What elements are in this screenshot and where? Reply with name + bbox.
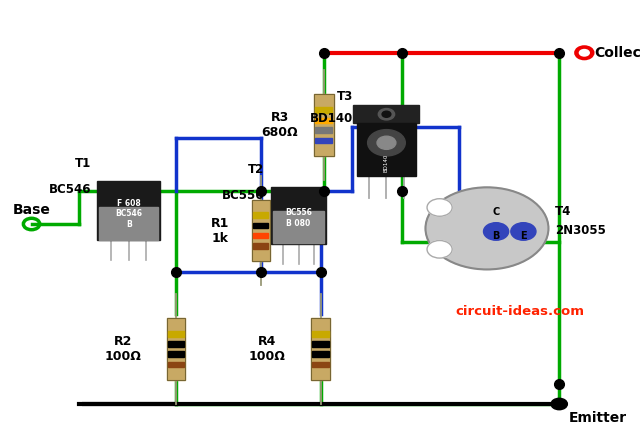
Circle shape: [382, 111, 391, 117]
Circle shape: [579, 49, 590, 57]
Bar: [315, 138, 333, 143]
Bar: [99, 207, 158, 240]
Bar: [168, 341, 184, 347]
Bar: [313, 95, 334, 156]
Text: T2: T2: [248, 163, 265, 176]
Bar: [273, 211, 324, 243]
Circle shape: [427, 199, 452, 216]
Text: T3: T3: [337, 90, 353, 103]
Text: R3
680Ω: R3 680Ω: [262, 111, 298, 139]
Circle shape: [483, 223, 509, 240]
Bar: [315, 107, 333, 112]
Text: 2N3055: 2N3055: [555, 224, 606, 237]
Circle shape: [377, 136, 396, 149]
Text: C: C: [492, 207, 500, 217]
Text: Base: Base: [13, 203, 51, 217]
Text: circuit-ideas.com: circuit-ideas.com: [456, 305, 585, 319]
Circle shape: [427, 241, 452, 258]
Ellipse shape: [426, 187, 549, 269]
Bar: [253, 243, 269, 249]
Text: R4
100Ω: R4 100Ω: [249, 335, 285, 363]
Bar: [253, 223, 269, 228]
Text: BC556
B 080: BC556 B 080: [285, 208, 312, 228]
Text: BD140: BD140: [384, 153, 389, 172]
Bar: [253, 233, 269, 238]
Bar: [271, 187, 326, 244]
Bar: [97, 181, 160, 241]
Text: T1: T1: [75, 157, 91, 170]
Text: BC556: BC556: [222, 189, 265, 202]
Text: F 608
BC546
B: F 608 BC546 B: [115, 199, 142, 228]
Circle shape: [368, 129, 405, 156]
Bar: [168, 331, 184, 336]
Text: E: E: [520, 231, 527, 241]
Bar: [312, 341, 329, 347]
Bar: [313, 95, 334, 156]
Bar: [252, 200, 270, 261]
Bar: [356, 123, 416, 176]
Text: BD140: BD140: [310, 112, 353, 125]
Text: R2
100Ω: R2 100Ω: [104, 335, 141, 363]
Bar: [168, 362, 184, 367]
Circle shape: [576, 47, 593, 59]
Bar: [167, 319, 185, 380]
Bar: [311, 319, 330, 380]
Bar: [312, 351, 329, 357]
Circle shape: [551, 398, 567, 410]
Text: B: B: [492, 231, 500, 241]
Bar: [167, 319, 185, 380]
Text: BC546: BC546: [49, 183, 91, 196]
Bar: [168, 351, 184, 357]
Text: T4: T4: [555, 206, 572, 219]
Text: R1
1k: R1 1k: [211, 216, 229, 245]
Text: Collector: Collector: [594, 46, 641, 60]
Bar: [315, 127, 333, 133]
Circle shape: [378, 108, 395, 120]
Bar: [312, 362, 329, 367]
Bar: [252, 200, 270, 261]
Bar: [253, 212, 269, 218]
Circle shape: [511, 223, 536, 240]
Text: Emitter: Emitter: [569, 410, 627, 425]
Bar: [312, 331, 329, 336]
Bar: [315, 117, 333, 123]
Bar: [311, 319, 330, 380]
Bar: [353, 105, 419, 123]
